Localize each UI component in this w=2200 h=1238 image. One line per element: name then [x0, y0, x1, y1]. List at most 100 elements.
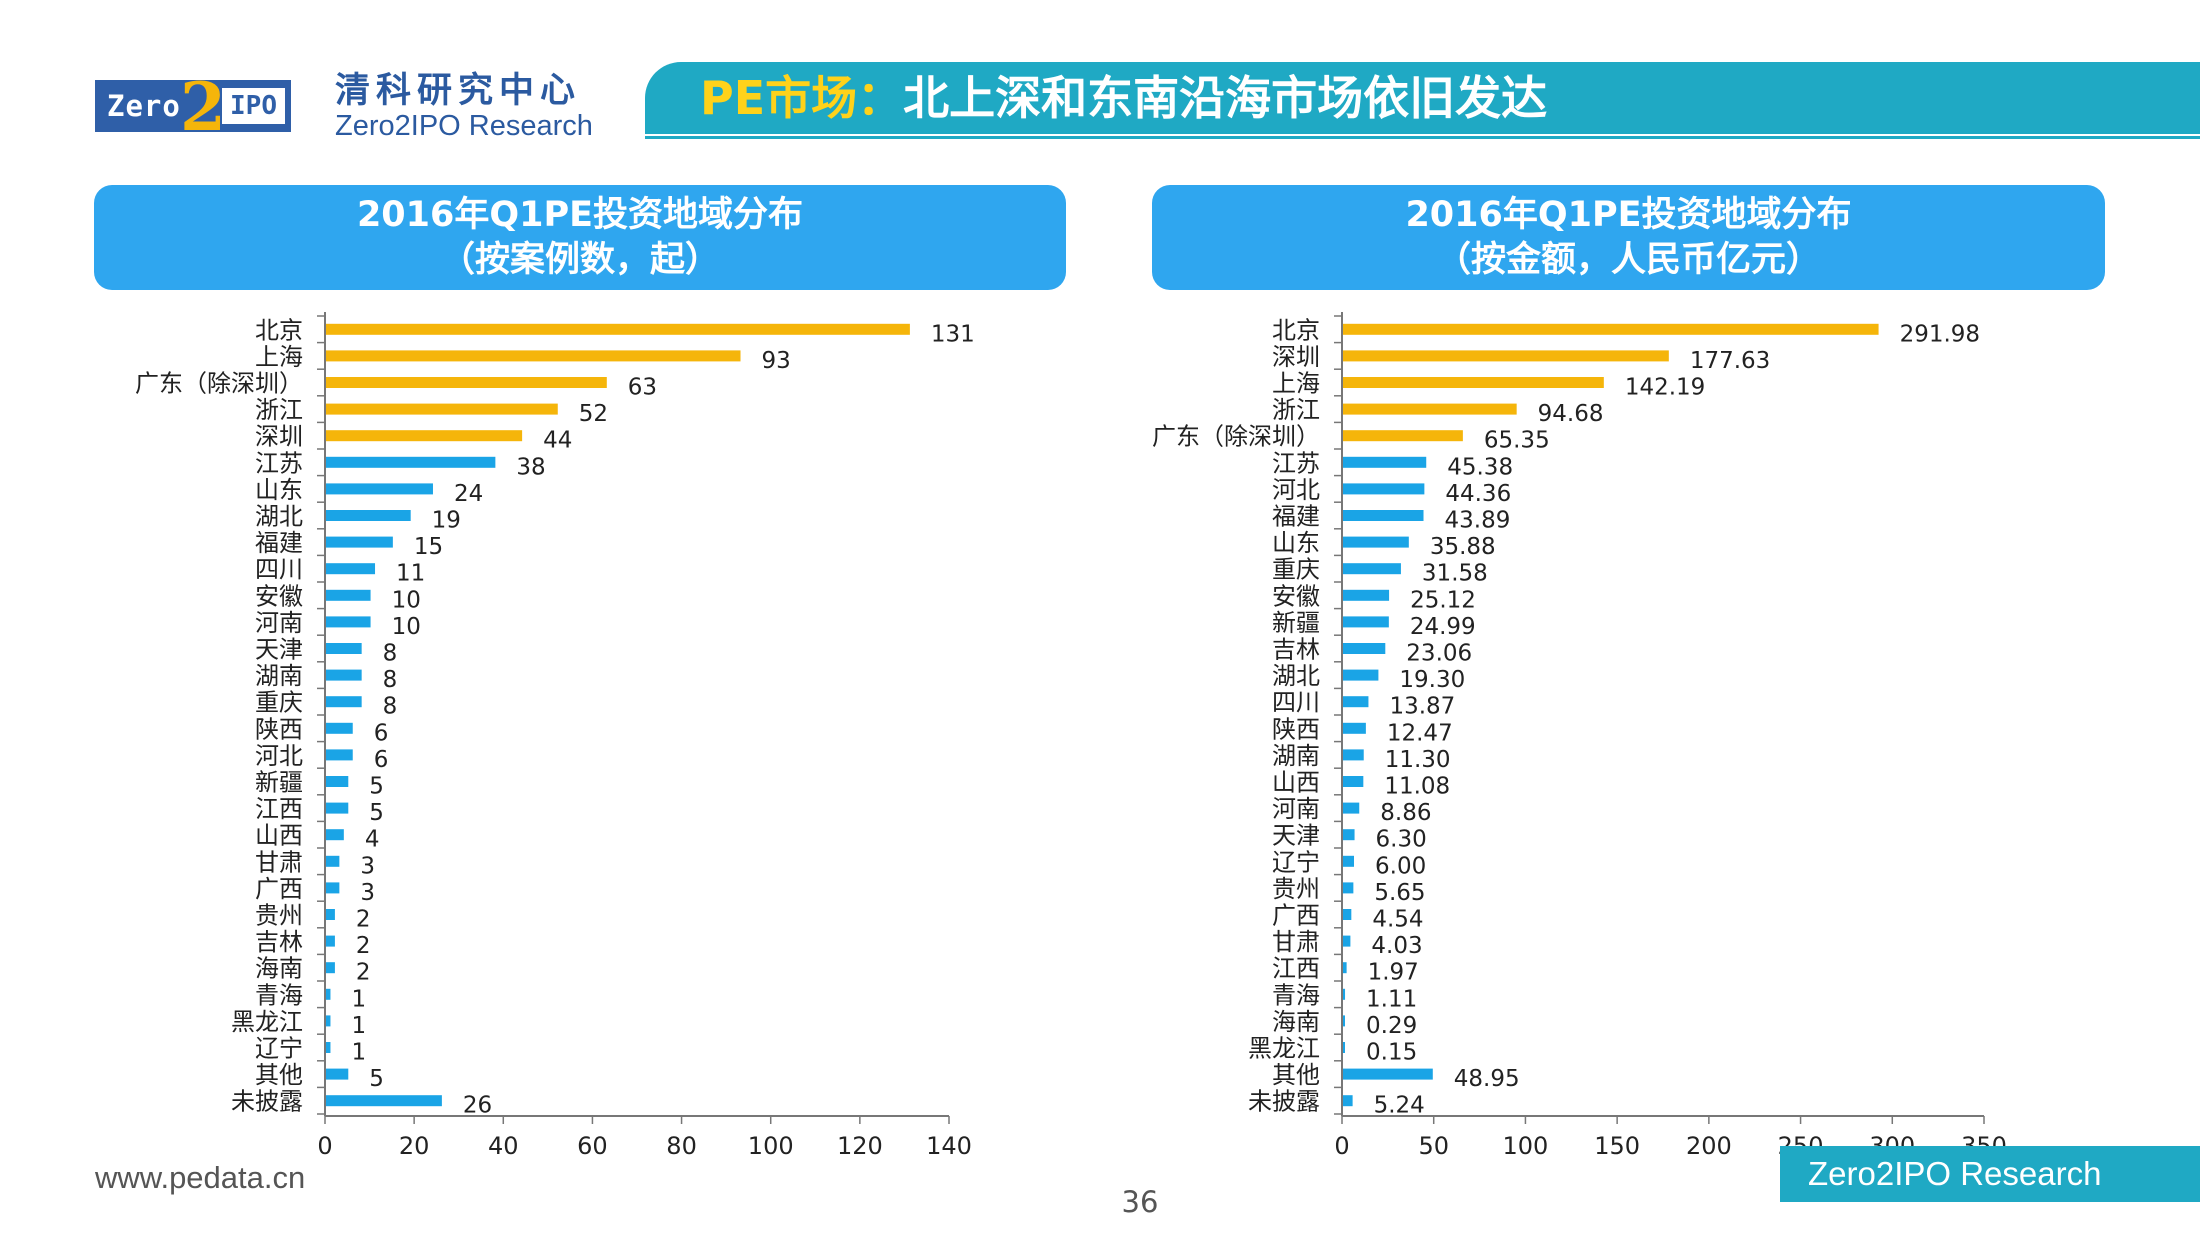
footer-brand: Zero2IPO Research	[1780, 1146, 2200, 1202]
data-label: 1	[351, 1013, 366, 1039]
category-label: 江苏	[255, 449, 303, 477]
bar	[1343, 855, 1355, 867]
category-label: 重庆	[255, 689, 303, 717]
data-label: 1.11	[1366, 986, 1417, 1012]
data-label: 52	[579, 401, 608, 427]
data-label: 142.19	[1625, 375, 1705, 401]
bar	[1343, 616, 1389, 628]
right-chart-title-line1: 2016年Q1PE投资地域分布	[1405, 195, 1852, 235]
category-label: 湖南	[1272, 742, 1320, 770]
bar	[326, 935, 335, 947]
bar	[1343, 483, 1425, 495]
x-tick-label: 0	[317, 1132, 332, 1160]
bar	[1343, 962, 1347, 974]
bar	[326, 589, 371, 601]
data-label: 24.99	[1410, 614, 1476, 640]
category-label: 江西	[1272, 955, 1320, 983]
category-label: 浙江	[255, 396, 303, 424]
bar	[1343, 563, 1401, 575]
x-tick-label: 150	[1594, 1132, 1640, 1160]
data-label: 5	[369, 774, 384, 800]
bar	[326, 377, 607, 388]
data-label: 1	[351, 986, 366, 1012]
data-label: 23.06	[1406, 641, 1472, 667]
data-label: 8	[383, 694, 398, 720]
data-label: 19.30	[1399, 667, 1465, 693]
bar	[1343, 350, 1669, 362]
category-label: 未披露	[231, 1088, 303, 1116]
bar	[326, 722, 353, 734]
bar	[1343, 696, 1369, 708]
footer-url: www.pedata.cn	[95, 1160, 306, 1195]
category-label: 广西	[255, 875, 303, 903]
category-label: 陕西	[1272, 715, 1320, 743]
bar	[326, 1095, 442, 1107]
bar	[1343, 510, 1424, 521]
data-label: 48.95	[1454, 1066, 1520, 1092]
data-label: 35.88	[1430, 534, 1496, 560]
bar	[326, 696, 362, 708]
bar	[326, 776, 349, 787]
data-label: 25.12	[1410, 587, 1476, 613]
bar	[1343, 722, 1366, 734]
category-label: 未披露	[1248, 1088, 1320, 1116]
bar	[1343, 403, 1517, 415]
data-label: 10	[392, 587, 421, 613]
x-tick-label: 100	[1503, 1132, 1549, 1160]
bar	[326, 430, 523, 442]
data-label: 10	[392, 614, 421, 640]
right-chart-title-line2: （按金额，人民币亿元）	[1435, 240, 1821, 280]
x-tick-label: 80	[666, 1132, 697, 1160]
data-label: 11.08	[1384, 774, 1450, 800]
category-label: 山东	[1272, 529, 1320, 557]
category-label: 深圳	[255, 423, 303, 451]
slide-title-accent: PE市场：	[700, 71, 904, 125]
category-label: 福建	[1272, 503, 1320, 531]
bar	[1343, 882, 1354, 894]
bar	[326, 563, 376, 575]
data-label: 15	[414, 534, 443, 560]
x-tick-label: 20	[399, 1132, 430, 1160]
data-label: 5	[369, 800, 384, 826]
bar	[1343, 829, 1355, 841]
category-label: 浙江	[1272, 396, 1320, 424]
data-label: 4.03	[1371, 933, 1422, 959]
category-label: 广西	[1272, 902, 1320, 930]
bar	[326, 909, 335, 920]
bar	[326, 456, 496, 468]
data-label: 3	[360, 853, 375, 879]
category-label: 青海	[255, 981, 303, 1009]
data-label: 11.30	[1385, 747, 1451, 773]
title-bar	[645, 62, 2200, 134]
data-label: 5	[369, 1066, 384, 1092]
bar	[326, 323, 910, 335]
data-label: 11	[396, 561, 425, 587]
bar	[326, 403, 558, 415]
bar	[326, 669, 362, 681]
data-label: 44	[543, 428, 572, 454]
x-tick-label: 40	[488, 1132, 519, 1160]
category-label: 北京	[1272, 316, 1320, 344]
category-label: 黑龙江	[231, 1008, 303, 1036]
bar	[326, 350, 741, 362]
category-label: 福建	[255, 529, 303, 557]
bar	[1343, 669, 1379, 681]
category-label: 其他	[1272, 1061, 1320, 1089]
bar	[1343, 935, 1351, 947]
category-label: 重庆	[1272, 556, 1320, 584]
org-name-en: Zero2IPO Research	[335, 110, 593, 142]
bar	[326, 829, 344, 841]
right-chart-header: 2016年Q1PE投资地域分布 （按金额，人民币亿元）	[1152, 185, 2105, 290]
category-label: 山西	[255, 822, 303, 850]
bar	[1343, 536, 1409, 548]
bar	[1343, 456, 1427, 468]
category-label: 青海	[1272, 981, 1320, 1009]
bar	[1343, 643, 1386, 654]
data-label: 13.87	[1389, 694, 1455, 720]
category-label: 安徽	[1272, 582, 1320, 610]
category-label: 河南	[255, 609, 303, 637]
bar	[1343, 776, 1364, 787]
bar	[1343, 589, 1390, 601]
category-label: 四川	[255, 556, 303, 584]
